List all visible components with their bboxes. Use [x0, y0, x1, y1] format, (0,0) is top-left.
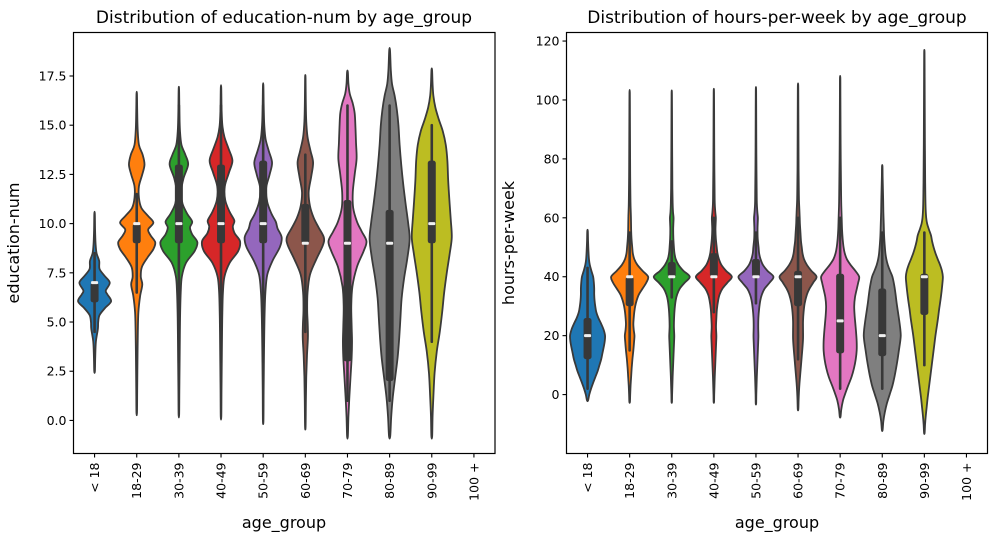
median-dash: [343, 241, 351, 245]
x-tick-label: < 18: [87, 462, 102, 492]
axes-left: 0.0 2.5 5.0 7.5 10.0 12.5 15.0 17.5 < 18 18-29 30-…: [39, 31, 496, 501]
x-tick-label: 40-49: [214, 462, 229, 498]
x-tick-label: 70-79: [833, 462, 848, 498]
median-dash: [878, 334, 886, 338]
median-dash: [259, 222, 267, 226]
x-tick-label: 40-49: [706, 462, 721, 498]
iqr-box: [709, 253, 718, 277]
y-tick-label: 2.5: [47, 364, 67, 379]
iqr-box: [301, 203, 310, 244]
iqr-box: [625, 276, 634, 307]
axes-right: 0 20 40 60 80 100 120 < 18 18-29 30-39 40-49 50-59 6…: [536, 31, 989, 501]
median-dash: [710, 275, 718, 279]
median-dash: [386, 241, 394, 245]
iqr-box: [794, 270, 803, 307]
chart-title-left: Distribution of education-num by age_gro…: [96, 8, 472, 28]
median-dash: [301, 241, 309, 245]
median-dash: [217, 222, 225, 226]
iqr-box: [751, 259, 760, 277]
iqr-box: [174, 164, 183, 244]
y-tick-label: 12.5: [39, 167, 67, 182]
x-tick-label: 80-89: [875, 462, 890, 498]
iqr-box: [259, 160, 268, 244]
x-tick-label: 30-39: [664, 462, 679, 498]
iqr-box: [132, 223, 141, 244]
iqr-box: [920, 273, 929, 316]
median-dash: [626, 275, 634, 279]
y-tick-label: 7.5: [47, 265, 67, 280]
x-tick-label: 70-79: [340, 462, 355, 498]
y-tick-label: 0.0: [47, 413, 67, 428]
x-tick-label: 100 +: [466, 463, 481, 501]
iqr-box: [427, 160, 436, 244]
y-axis-label-right: hours-per-week: [499, 180, 518, 305]
y-tick-label: 20: [544, 328, 560, 343]
iqr-box: [343, 199, 352, 362]
iqr-box: [878, 288, 887, 357]
y-tick-label: 5.0: [47, 315, 67, 330]
axes-spines: [565, 31, 989, 455]
chart-title-right: Distribution of hours-per-week by age_gr…: [587, 8, 966, 28]
y-tick-label: 10.0: [39, 216, 67, 231]
x-tick-label: 50-59: [256, 462, 271, 498]
iqr-box: [90, 282, 99, 303]
y-axis-label-left: education-num: [4, 182, 23, 303]
x-tick-label: 90-99: [424, 462, 439, 498]
y-tick-label: 15.0: [39, 118, 67, 133]
y-tick-label: 80: [544, 151, 560, 166]
axes-spines: [72, 31, 496, 455]
x-tick-label: 18-29: [622, 462, 637, 498]
x-tick-label: 80-89: [382, 462, 397, 498]
median-dash: [836, 319, 844, 323]
median-dash: [175, 222, 183, 226]
iqr-box: [217, 164, 226, 244]
iqr-box: [836, 273, 845, 354]
x-tick-label: 90-99: [917, 462, 932, 498]
iqr-box: [583, 317, 592, 360]
y-tick-label: 0: [552, 387, 560, 402]
median-dash: [133, 222, 141, 226]
x-axis-label-right: age_group: [735, 513, 819, 533]
x-tick-label: 50-59: [748, 462, 763, 498]
median-dash: [91, 281, 99, 285]
x-tick-label: 60-69: [791, 462, 806, 498]
median-dash: [752, 275, 760, 279]
median-dash: [584, 334, 592, 338]
y-tick-label: 40: [544, 269, 560, 284]
y-tick-label: 17.5: [39, 68, 67, 83]
x-tick-label: 18-29: [129, 462, 144, 498]
iqr-box: [667, 262, 676, 277]
median-dash: [428, 222, 436, 226]
median-dash: [794, 275, 802, 279]
x-tick-label: < 18: [580, 462, 595, 492]
median-dash: [920, 275, 928, 279]
x-tick-label: 100 +: [959, 463, 974, 501]
y-tick-label: 100: [536, 92, 560, 107]
median-dash: [668, 275, 676, 279]
x-tick-label: 30-39: [171, 462, 186, 498]
x-axis-label-left: age_group: [242, 513, 326, 533]
iqr-box: [385, 209, 394, 382]
x-tick-label: 60-69: [298, 462, 313, 498]
y-tick-label: 120: [536, 34, 560, 49]
y-tick-label: 60: [544, 210, 560, 225]
